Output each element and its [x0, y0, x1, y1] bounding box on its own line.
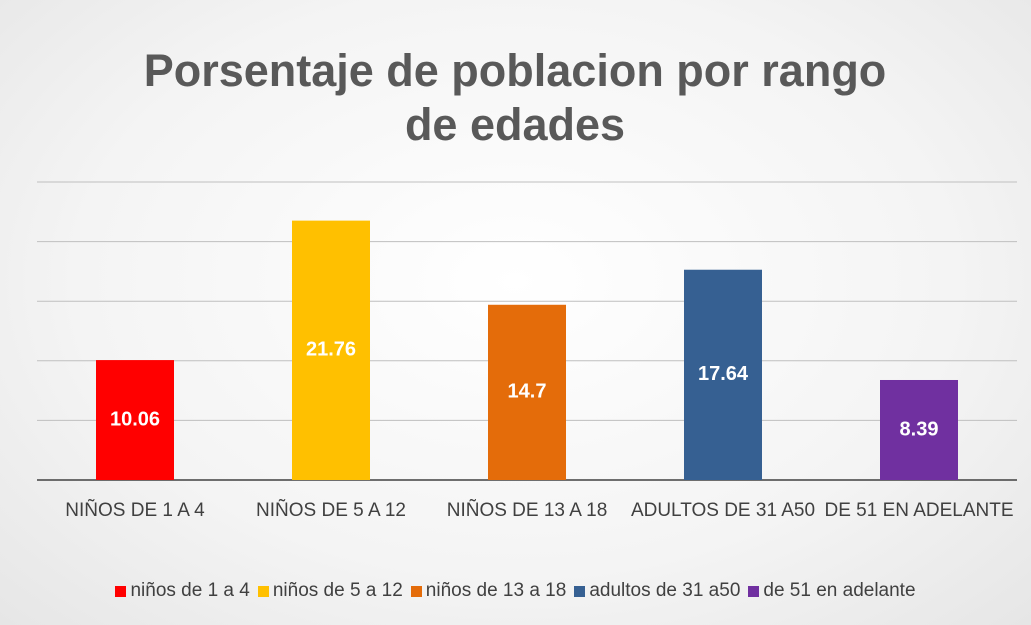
bar — [880, 379, 958, 480]
legend: niños de 1 a 4 niños de 5 a 12 niños de 13… — [0, 580, 1031, 602]
data-label: 21.76 — [306, 339, 356, 361]
legend-label: adultos de 31 a50 — [589, 580, 741, 601]
x-tick-label: ADULTOS DE 31 A50 — [630, 500, 816, 521]
data-label: 10.06 — [110, 408, 160, 430]
data-label: 17.64 — [698, 363, 749, 385]
bar — [684, 269, 762, 480]
legend-item: adultos de 31 a50 — [574, 580, 740, 602]
legend-swatch — [257, 585, 269, 597]
x-tick-label: DE 51 EN ADELANTE — [824, 500, 1014, 521]
legend-item: de 51 en adelante — [748, 580, 916, 602]
x-tick-label: NIÑOS DE 1 A 4 — [65, 500, 205, 521]
chart-title: Porsentaje de poblacion por rango de eda… — [143, 45, 887, 150]
legend-swatch — [574, 585, 586, 597]
x-tick-label: NIÑOS DE 5 A 12 — [256, 500, 406, 521]
legend-swatch — [115, 585, 127, 597]
data-label: 8.39 — [900, 418, 939, 440]
legend-swatch — [410, 585, 422, 597]
x-tick-label: NIÑOS DE 13 A 18 — [446, 500, 608, 521]
legend-label: niños de 13 a 18 — [425, 580, 567, 601]
bar — [488, 304, 566, 480]
legend-item: niños de 13 a 18 — [410, 580, 567, 602]
data-label: 14.7 — [508, 381, 547, 403]
legend-label: niños de 1 a 4 — [130, 580, 250, 601]
legend-label: de 51 en adelante — [763, 580, 916, 601]
bar — [292, 220, 370, 481]
legend-item: niños de 1 a 4 — [115, 580, 250, 602]
bar — [96, 360, 174, 480]
legend-swatch — [748, 585, 760, 597]
legend-item: niños de 5 a 12 — [257, 580, 403, 602]
legend-label: niños de 5 a 12 — [272, 580, 403, 601]
